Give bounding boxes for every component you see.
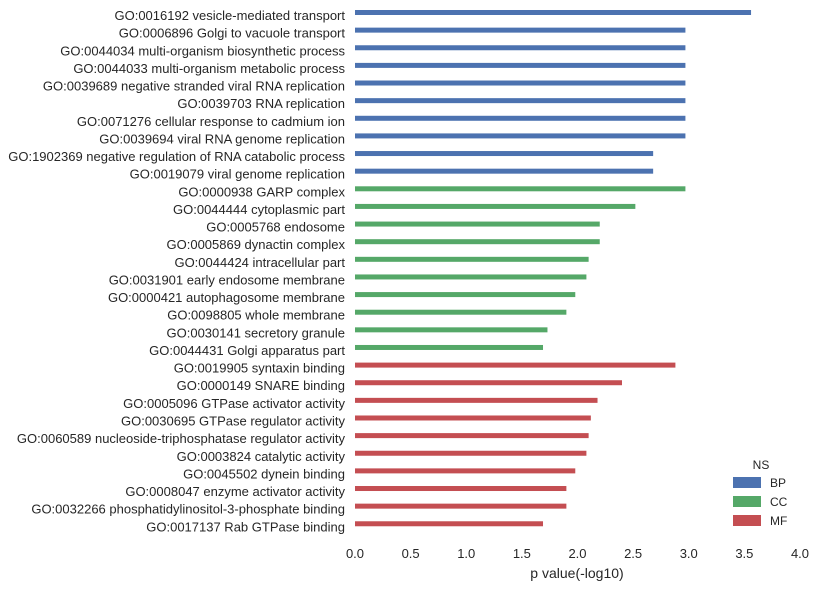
category-label: GO:0019905 syntaxin binding — [174, 361, 345, 376]
bar-cc — [355, 292, 576, 298]
legend-swatch-bp — [733, 477, 761, 488]
category-label: GO:0005869 dynactin complex — [167, 237, 346, 252]
x-tick-label: 1.0 — [457, 546, 475, 561]
bar-mf — [355, 486, 567, 492]
category-label: GO:0016192 vesicle-mediated transport — [114, 8, 345, 23]
bar-bp — [355, 62, 686, 68]
bar-bp — [355, 151, 654, 157]
bar-mf — [355, 362, 676, 368]
legend-entries: BP CC MF — [733, 476, 788, 528]
bar-bp — [355, 10, 752, 15]
x-tick-label: 3.0 — [680, 546, 698, 561]
category-label: GO:0039694 viral RNA genome replication — [99, 131, 345, 146]
x-tick-label: 2.5 — [624, 546, 642, 561]
category-label: GO:0005096 GTPase activator activity — [123, 396, 345, 411]
legend-swatch-cc — [733, 496, 761, 507]
category-label: GO:0000421 autophagosome membrane — [108, 290, 345, 305]
legend-label: CC — [770, 495, 788, 509]
bar-mf — [355, 415, 591, 421]
bar-bp — [355, 80, 686, 86]
legend-label: BP — [770, 476, 786, 490]
bar-bp — [355, 115, 686, 121]
category-label: GO:0039703 RNA replication — [177, 96, 345, 111]
bar-mf — [355, 397, 598, 403]
bars-layer — [355, 10, 752, 527]
category-label: GO:0031901 early endosome membrane — [109, 272, 345, 287]
category-label: GO:0000149 SNARE binding — [177, 378, 345, 393]
legend: NS BP CC MF — [733, 458, 788, 528]
x-tick-label: 1.5 — [513, 546, 531, 561]
bar-cc — [355, 203, 636, 209]
bar-bp — [355, 27, 686, 33]
bar-bp — [355, 98, 686, 104]
legend-swatch-mf — [733, 515, 761, 526]
legend-label: MF — [770, 514, 787, 528]
x-tick-label: 0.5 — [402, 546, 420, 561]
category-label: GO:0019079 viral genome replication — [130, 167, 345, 182]
bar-cc — [355, 327, 548, 333]
category-label: GO:0032266 phosphatidylinositol-3-phosph… — [31, 502, 345, 517]
bar-mf — [355, 503, 567, 509]
x-tick-label: 2.0 — [568, 546, 586, 561]
bar-cc — [355, 186, 686, 192]
bar-cc — [355, 274, 587, 280]
category-label: GO:0060589 nucleoside-triphosphatase reg… — [17, 431, 346, 446]
category-label: GO:0044424 intracellular part — [174, 255, 345, 270]
bar-mf — [355, 380, 622, 386]
category-labels: GO:0016192 vesicle-mediated transport GO:… — [8, 8, 345, 534]
category-label: GO:0008047 enzyme activator activity — [125, 484, 345, 499]
category-label: GO:0000938 GARP complex — [178, 184, 345, 199]
bar-bp — [355, 45, 686, 51]
x-tick-label: 0.0 — [346, 546, 364, 561]
bar-cc — [355, 239, 600, 245]
category-label: GO:0044431 Golgi apparatus part — [149, 343, 345, 358]
category-label: GO:0044034 multi-organism biosynthetic p… — [60, 43, 345, 58]
category-label: GO:0003824 catalytic activity — [177, 449, 346, 464]
bar-mf — [355, 521, 544, 527]
category-label: GO:0017137 Rab GTPase binding — [146, 519, 345, 534]
bar-cc — [355, 256, 589, 262]
category-label: GO:1902369 negative regulation of RNA ca… — [8, 149, 345, 164]
bar-cc — [355, 221, 600, 227]
bar-cc — [355, 344, 544, 350]
x-tick-label: 4.0 — [791, 546, 809, 561]
bar-mf — [355, 468, 576, 474]
legend-title: NS — [753, 458, 770, 472]
category-label: GO:0030695 GTPase regulator activity — [121, 413, 346, 428]
category-label: GO:0006896 Golgi to vacuole transport — [119, 26, 346, 41]
category-label: GO:0039689 negative stranded viral RNA r… — [43, 79, 345, 94]
category-label: GO:0044444 cytoplasmic part — [173, 202, 345, 217]
x-tick-labels: 0.0 0.5 1.0 1.5 2.0 2.5 3.0 3.5 4.0 — [346, 546, 809, 561]
category-label: GO:0098805 whole membrane — [167, 308, 345, 323]
bar-cc — [355, 309, 567, 315]
category-label: GO:0071276 cellular response to cadmium … — [77, 114, 345, 129]
category-label: GO:0045502 dynein binding — [183, 466, 345, 481]
category-label: GO:0044033 multi-organism metabolic proc… — [73, 61, 345, 76]
bar-mf — [355, 450, 587, 456]
bar-bp — [355, 168, 654, 174]
bar-bp — [355, 133, 686, 139]
x-tick-label: 3.5 — [735, 546, 753, 561]
category-label: GO:0005768 endosome — [206, 220, 345, 235]
category-label: GO:0030141 secretory granule — [167, 325, 346, 340]
x-axis-label: p value(-log10) — [530, 565, 623, 581]
bar-mf — [355, 433, 589, 439]
